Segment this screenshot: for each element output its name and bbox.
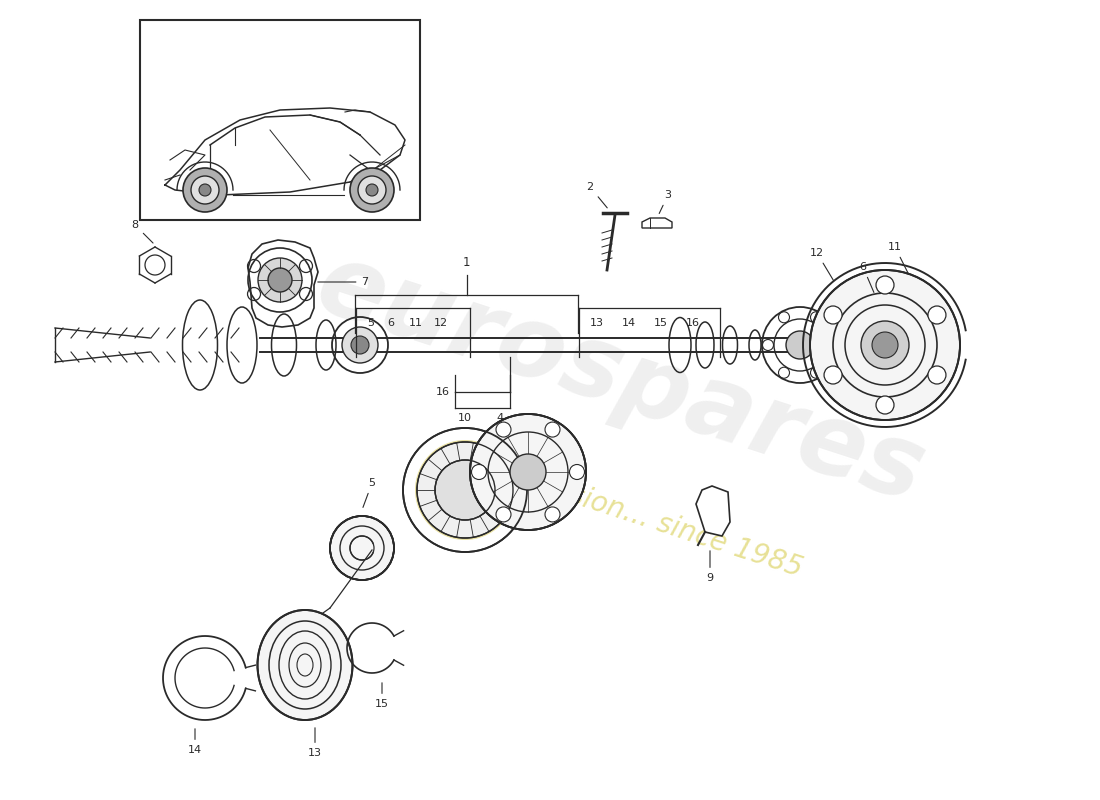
Ellipse shape — [257, 610, 352, 720]
Text: 5: 5 — [367, 318, 374, 328]
Text: 6: 6 — [859, 262, 873, 293]
Circle shape — [472, 465, 486, 479]
Ellipse shape — [334, 520, 390, 576]
Text: 8: 8 — [131, 220, 153, 243]
Polygon shape — [696, 486, 730, 536]
FancyBboxPatch shape — [140, 20, 420, 220]
Ellipse shape — [415, 440, 515, 540]
Circle shape — [417, 442, 513, 538]
Text: 16: 16 — [686, 318, 700, 328]
Text: 7: 7 — [318, 277, 368, 287]
Polygon shape — [248, 240, 318, 327]
Circle shape — [872, 332, 898, 358]
Text: 9: 9 — [706, 550, 714, 583]
Text: 4: 4 — [496, 413, 504, 423]
Circle shape — [496, 422, 512, 437]
Text: 3: 3 — [659, 190, 671, 214]
Text: eurospares: eurospares — [305, 236, 936, 524]
Text: 15: 15 — [654, 318, 668, 328]
Circle shape — [861, 321, 909, 369]
Circle shape — [496, 507, 512, 522]
Text: 13: 13 — [590, 318, 604, 328]
Circle shape — [350, 168, 394, 212]
Circle shape — [824, 306, 842, 324]
Circle shape — [470, 414, 586, 530]
Circle shape — [544, 422, 560, 437]
Circle shape — [330, 516, 394, 580]
Text: 2: 2 — [586, 182, 607, 208]
Text: 12: 12 — [810, 248, 834, 281]
Text: 16: 16 — [436, 387, 450, 397]
Circle shape — [786, 331, 814, 359]
Circle shape — [876, 396, 894, 414]
Circle shape — [183, 168, 227, 212]
Text: 5: 5 — [363, 478, 375, 507]
Circle shape — [928, 366, 946, 384]
Text: 14: 14 — [621, 318, 636, 328]
Circle shape — [570, 465, 584, 479]
Text: 12: 12 — [433, 318, 448, 328]
Text: 1: 1 — [463, 255, 471, 269]
Text: 14: 14 — [188, 729, 202, 755]
Circle shape — [510, 454, 546, 490]
Text: 10: 10 — [458, 413, 472, 423]
Text: 11: 11 — [888, 242, 909, 274]
Circle shape — [268, 268, 292, 292]
Ellipse shape — [488, 432, 568, 512]
Circle shape — [544, 507, 560, 522]
Text: 13: 13 — [308, 728, 322, 758]
Circle shape — [824, 366, 842, 384]
Text: 15: 15 — [375, 682, 389, 709]
Circle shape — [258, 258, 303, 302]
Text: 6: 6 — [387, 318, 395, 328]
Circle shape — [810, 270, 960, 420]
Circle shape — [358, 176, 386, 204]
Text: a passion... since 1985: a passion... since 1985 — [494, 458, 806, 582]
Circle shape — [199, 184, 211, 196]
Circle shape — [342, 327, 378, 363]
Circle shape — [876, 276, 894, 294]
Circle shape — [366, 184, 378, 196]
Text: 11: 11 — [409, 318, 424, 328]
Circle shape — [191, 176, 219, 204]
Circle shape — [434, 460, 495, 520]
Circle shape — [351, 336, 369, 354]
Polygon shape — [642, 218, 672, 228]
Circle shape — [928, 306, 946, 324]
